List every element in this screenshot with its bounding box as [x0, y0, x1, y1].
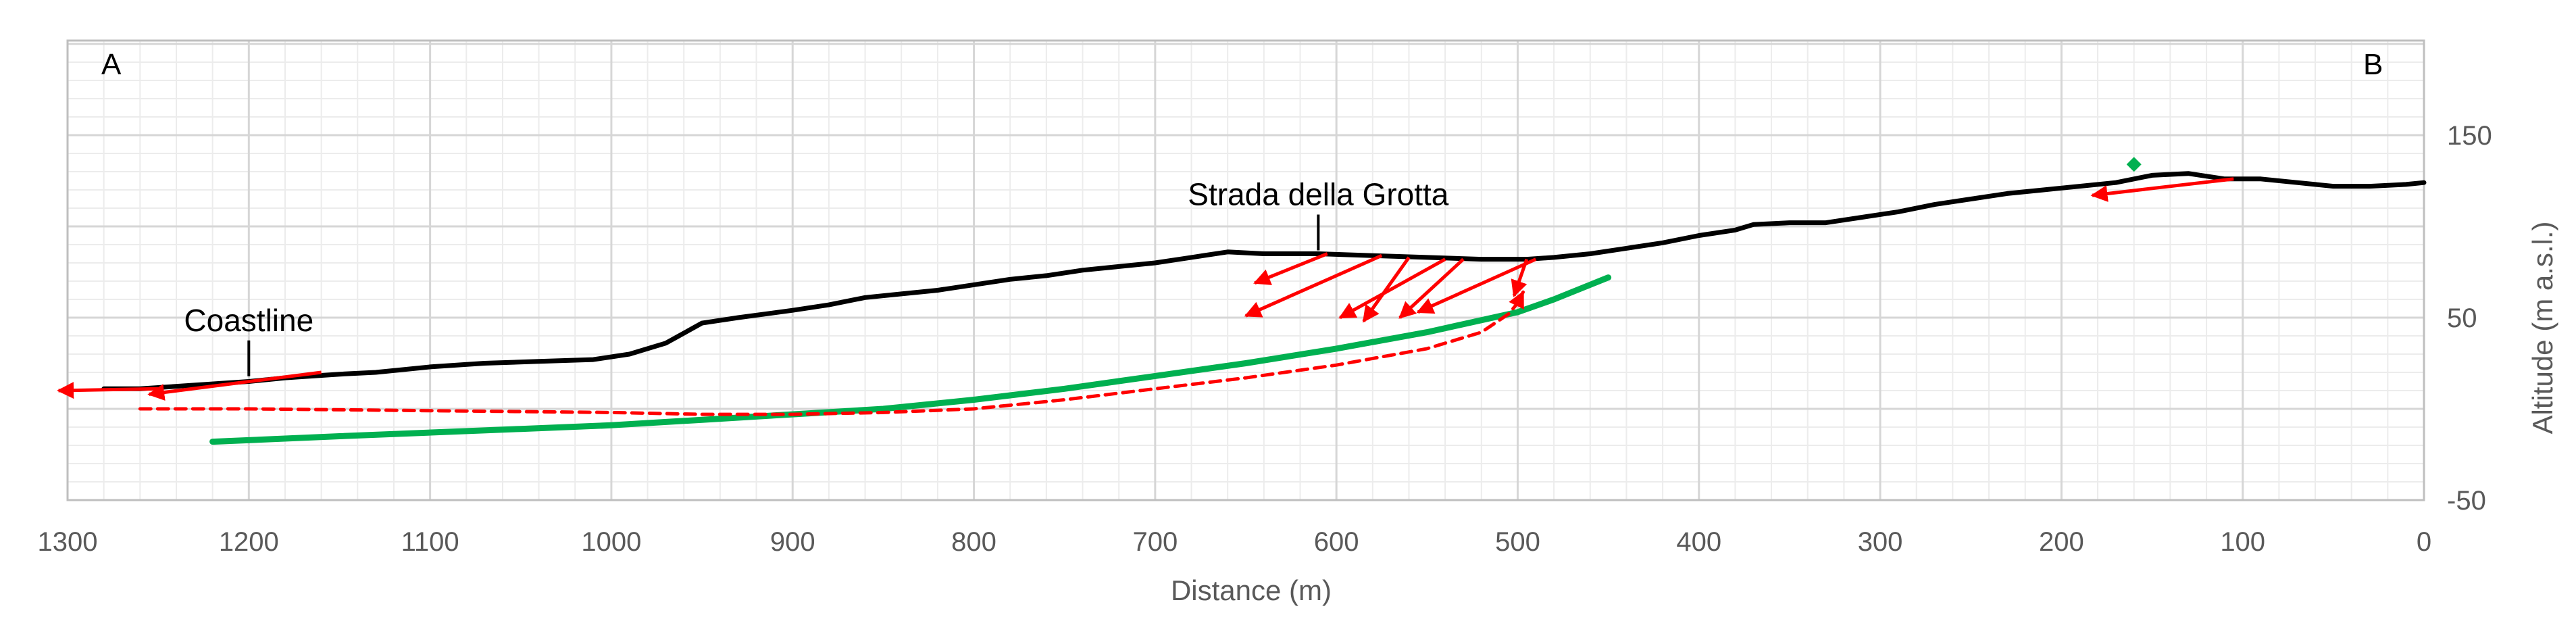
road-annotation-label: Strada della Grotta — [1188, 177, 1449, 212]
x-tick-label: 1100 — [401, 527, 459, 557]
x-tick-label: 600 — [1314, 527, 1359, 557]
annotations-layer: Strada della Grotta Coastline — [184, 177, 1449, 376]
displacement-vector-arrow — [1253, 252, 1328, 285]
displacement-vector-arrow — [1338, 257, 1446, 320]
topographic-profile-line — [101, 171, 2427, 391]
y-axis-title: Altitude (m a.s.l.) — [2527, 221, 2558, 434]
x-axis-title: Distance (m) — [1171, 574, 1332, 606]
y-tick-label: 50 — [2447, 303, 2477, 333]
displacement-path-dashed — [138, 290, 1525, 416]
x-tick-label: 1000 — [581, 527, 641, 557]
x-tick-label: 1200 — [219, 527, 279, 557]
displacement-vector-arrow — [147, 370, 322, 401]
x-tick-label: 1300 — [38, 527, 98, 557]
series-layer — [101, 157, 2427, 445]
x-tick-label: 900 — [770, 527, 815, 557]
sliding-surface-line — [209, 274, 1612, 445]
x-tick-label: 200 — [2039, 527, 2084, 557]
y-tick-label: 150 — [2447, 121, 2492, 151]
section-label-b: B — [2363, 48, 2383, 81]
y-tick-label: -50 — [2447, 486, 2486, 516]
displacement-vector-arrow — [2090, 177, 2234, 202]
gnss-station-marker — [2126, 157, 2142, 172]
x-tick-label: 0 — [2417, 527, 2431, 557]
axes: 1300 1200 1100 1000 900 800 700 600 500 400 300 200… — [38, 39, 2492, 557]
x-tick-label: 700 — [1132, 527, 1178, 557]
displacement-vector-arrow — [1416, 257, 1537, 314]
x-tick-label: 400 — [1676, 527, 1721, 557]
displacement-vector-arrow — [57, 382, 159, 399]
x-tick-label: 500 — [1495, 527, 1540, 557]
displacement-vector-arrow — [1398, 257, 1465, 319]
displacement-vector-arrow — [1362, 256, 1411, 323]
section-label-a: A — [101, 48, 122, 81]
displacement-vectors — [57, 177, 2234, 401]
grid — [66, 41, 2425, 501]
displacement-vector-arrow — [1244, 253, 1383, 318]
x-tick-label: 800 — [951, 527, 996, 557]
x-tick-label: 300 — [1858, 527, 1903, 557]
x-tick-label: 100 — [2220, 527, 2265, 557]
plot-frame — [66, 39, 2425, 501]
coastline-annotation-label: Coastline — [184, 303, 313, 338]
